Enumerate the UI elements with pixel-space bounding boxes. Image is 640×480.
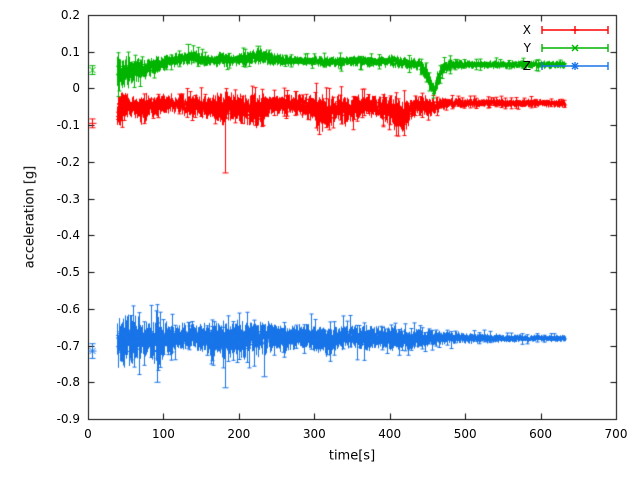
- y-axis-title: acceleration [g]: [22, 165, 38, 269]
- legend-entry: Z: [523, 57, 610, 75]
- legend-plus-icon: [541, 26, 609, 34]
- legend: X Y Z: [523, 21, 610, 75]
- y-tick-label: 0.1: [60, 44, 80, 59]
- legend-sample-y: [540, 41, 610, 55]
- legend-label-y: Y: [523, 41, 531, 55]
- x-tick-label: 200: [227, 427, 251, 441]
- y-tick-label: -0.8: [56, 375, 80, 390]
- y-tick-label: -0.1: [56, 118, 80, 133]
- y-tick-label: -0.6: [56, 301, 80, 316]
- x-axis-title: time[s]: [328, 448, 376, 464]
- x-tick-label: 300: [302, 427, 326, 441]
- x-tick-label: 600: [529, 427, 553, 441]
- legend-label-z: Z: [522, 59, 531, 73]
- y-tick-label: -0.4: [56, 228, 80, 243]
- x-tick-label: 400: [378, 427, 402, 441]
- legend-asterisk-icon: [541, 62, 609, 70]
- y-tick-label: 0.2: [60, 8, 80, 22]
- x-tick-label: 700: [604, 427, 628, 441]
- x-tick-label: 500: [453, 427, 477, 441]
- y-tick-label: -0.9: [56, 412, 80, 426]
- y-tick-label: 0: [72, 81, 80, 96]
- y-tick-label: -0.7: [56, 338, 80, 353]
- legend-sample-x: [540, 23, 610, 37]
- x-tick-label: 0: [84, 427, 92, 441]
- y-tick-label: -0.2: [56, 154, 80, 169]
- legend-entry: X: [523, 21, 610, 39]
- legend-label-x: X: [522, 23, 531, 37]
- legend-cross-icon: [541, 44, 609, 52]
- legend-entry: Y: [523, 39, 610, 57]
- legend-sample-z: [540, 59, 610, 73]
- y-tick-label: -0.5: [56, 265, 80, 280]
- x-tick-label: 100: [151, 427, 175, 441]
- y-tick-label: -0.3: [56, 191, 80, 206]
